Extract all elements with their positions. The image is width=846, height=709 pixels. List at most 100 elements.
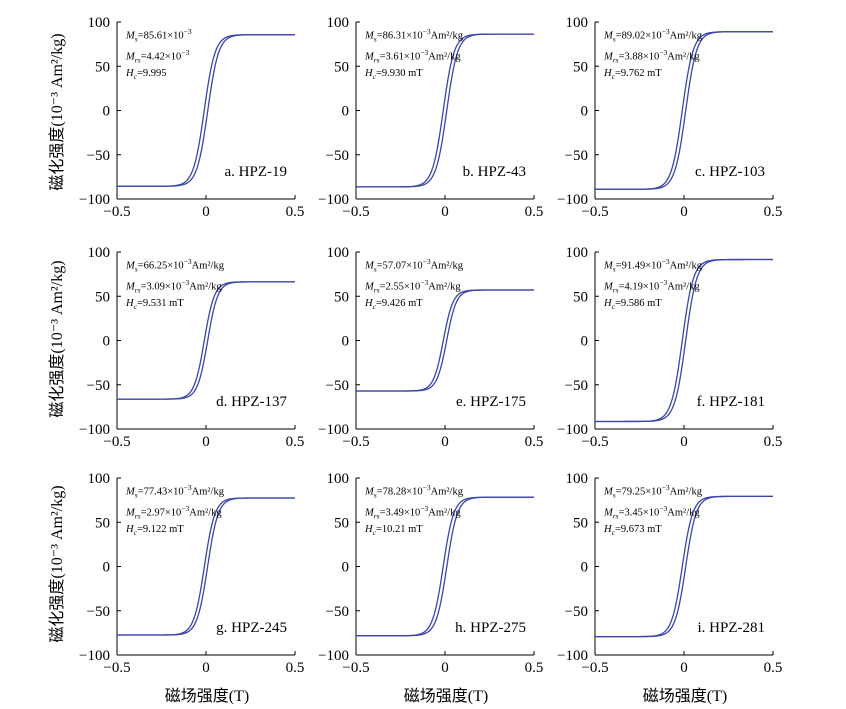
panel-7-y-tick-label: −50: [87, 604, 110, 620]
panel-5-hc-text: Hc=9.426 mT: [365, 298, 423, 312]
panel-8-ascending-branch: [356, 496, 534, 637]
panel-4-hc-text: Hc=9.531 mT: [126, 298, 184, 312]
panel-3-y-tick-label: 50: [573, 59, 588, 75]
panel-6-y-tick-label: 50: [573, 289, 588, 305]
panel-1-x-tick-label: 0: [202, 204, 210, 220]
panel-4-x-tick-label: −0.5: [103, 434, 130, 450]
x-axis-label-col-1: 磁场强度(T): [164, 688, 250, 705]
panel-7-y-tick-label: −100: [79, 648, 110, 664]
panel-1-ms-text: Ms=85.61×10−3: [126, 27, 192, 44]
panel-8-x-tick-label: −0.5: [342, 660, 369, 676]
panel-1-x-tick-label: 0.5: [286, 204, 305, 220]
panel-7-mrs-text: Mrs=2.97×10−3Am²/kg: [126, 504, 222, 521]
panel-8-y-tick-label: −100: [318, 648, 349, 664]
panel-2-ms-text: Ms=86.31×10−3Am²/kg: [365, 27, 463, 44]
panel-9-ascending-branch: [595, 495, 773, 638]
y-axis-label-row-3: 磁化强度(10⁻³ Am²/kg): [49, 485, 66, 643]
panel-6-ascending-branch: [595, 258, 773, 423]
panel-6-x-tick-label: −0.5: [581, 434, 608, 450]
panel-1-y-tick-label: 100: [88, 15, 111, 31]
panel-2-y-tick-label: 100: [327, 15, 350, 31]
panel-2-y-tick-label: −50: [326, 148, 349, 164]
panel-3-y-tick-label: 0: [581, 104, 589, 120]
panel-1-y-tick-label: −100: [79, 192, 110, 208]
panel-5-y-tick-label: 100: [327, 245, 350, 261]
panel-4-x-tick-label: 0: [202, 434, 210, 450]
panel-7-ascending-branch: [117, 497, 295, 636]
panel-6-y-tick-label: 100: [566, 245, 589, 261]
panel-8-x-tick-label: 0.5: [525, 660, 544, 676]
panel-4-label: d. HPZ-137: [216, 394, 287, 410]
panel-8-x-tick-label: 0: [441, 660, 449, 676]
panel-9-y-tick-label: −100: [557, 648, 588, 664]
panel-8-y-tick-label: −50: [326, 604, 349, 620]
panel-3-hc-text: Hc=9.762 mT: [604, 68, 662, 82]
panel-5-y-tick-label: 50: [334, 289, 349, 305]
panel-8-y-tick-label: 0: [342, 560, 350, 576]
panel-9-y-tick-label: 0: [581, 560, 589, 576]
panel-2-x-tick-label: 0: [441, 204, 449, 220]
panel-6-x-tick-label: 0: [680, 434, 688, 450]
panel-5-ms-text: Ms=57.07×10−3Am²/kg: [365, 257, 463, 274]
panel-5-ascending-branch: [356, 289, 534, 392]
panel-4-mrs-text: Mrs=3.09×10−3Am²/kg: [126, 278, 222, 295]
panel-8-label: h. HPZ-275: [455, 620, 526, 636]
y-axis-label-row-2: 磁化强度(10⁻³ Am²/kg): [49, 260, 66, 418]
panel-8-hc-text: Hc=10.21 mT: [365, 524, 423, 538]
panel-9-parameters: Ms=79.25×10−3Am²/kg Mrs=3.45×10−3Am²/kg Hc…: [604, 481, 702, 540]
panel-9-y-tick-label: 100: [566, 471, 589, 487]
panel-1-hc-text: Hc=9.995: [126, 68, 167, 82]
panel-5-mrs-text: Mrs=2.55×10−3Am²/kg: [365, 278, 461, 295]
panel-2-y-tick-label: 50: [334, 59, 349, 75]
panel-8-y-tick-label: 50: [334, 515, 349, 531]
panel-5-y-tick-label: −50: [326, 378, 349, 394]
panel-1-ascending-branch: [117, 34, 295, 187]
panel-4-y-tick-label: −100: [79, 422, 110, 438]
panel-9-y-tick-label: −50: [565, 604, 588, 620]
panel-2-x-tick-label: −0.5: [342, 204, 369, 220]
panel-7-hc-text: Hc=9.122 mT: [126, 524, 184, 538]
panel-7-ms-text: Ms=77.43×10−3Am²/kg: [126, 483, 224, 500]
panel-5-parameters: Ms=57.07×10−3Am²/kg Mrs=2.55×10−3Am²/kg Hc…: [365, 255, 463, 314]
panel-3-x-tick-label: 0.5: [764, 204, 783, 220]
panel-4-ms-text: Ms=66.25×10−3Am²/kg: [126, 257, 224, 274]
panel-1-mrs-text: Mrs=4.42×10−3: [126, 48, 190, 65]
panel-3-y-tick-label: 100: [566, 15, 589, 31]
panel-9-mrs-text: Mrs=3.45×10−3Am²/kg: [604, 504, 700, 521]
panel-6-y-tick-label: 0: [581, 334, 589, 350]
panel-3-label: c. HPZ-103: [695, 164, 765, 180]
panel-9-hc-text: Hc=9.673 mT: [604, 524, 662, 538]
panel-1-y-tick-label: 50: [95, 59, 110, 75]
panel-7-y-tick-label: 100: [88, 471, 111, 487]
panel-8-y-tick-label: 100: [327, 471, 350, 487]
panel-9-y-tick-label: 50: [573, 515, 588, 531]
panel-5-y-tick-label: −100: [318, 422, 349, 438]
panel-2-x-tick-label: 0.5: [525, 204, 544, 220]
panel-3-y-tick-label: −100: [557, 192, 588, 208]
panel-4-y-tick-label: 100: [88, 245, 111, 261]
panel-4-y-tick-label: −50: [87, 378, 110, 394]
panel-6-mrs-text: Mrs=4.19×10−3Am²/kg: [604, 278, 700, 295]
panel-4-x-tick-label: 0.5: [286, 434, 305, 450]
panel-3-x-tick-label: 0: [680, 204, 688, 220]
panel-9-x-tick-label: −0.5: [581, 660, 608, 676]
panel-3-ms-text: Ms=89.02×10−3Am²/kg: [604, 27, 702, 44]
panel-5-y-tick-label: 0: [342, 334, 350, 350]
panel-5-x-tick-label: −0.5: [342, 434, 369, 450]
panel-7-x-tick-label: 0.5: [286, 660, 305, 676]
panel-5-label: e. HPZ-175: [456, 394, 526, 410]
panel-5-x-tick-label: 0: [441, 434, 449, 450]
panel-1-y-tick-label: 0: [103, 104, 111, 120]
panel-8-ms-text: Ms=78.28×10−3Am²/kg: [365, 483, 463, 500]
panel-9-x-tick-label: 0.5: [764, 660, 783, 676]
panel-2-label: b. HPZ-43: [462, 164, 526, 180]
panel-7-x-tick-label: −0.5: [103, 660, 130, 676]
panel-2-parameters: Ms=86.31×10−3Am²/kg Mrs=3.61×10−3Am²/kg Hc…: [365, 25, 463, 84]
panel-3-x-tick-label: −0.5: [581, 204, 608, 220]
panel-2-hc-text: Hc=9.930 mT: [365, 68, 423, 82]
panel-4-parameters: Ms=66.25×10−3Am²/kg Mrs=3.09×10−3Am²/kg Hc…: [126, 255, 224, 314]
panel-2-mrs-text: Mrs=3.61×10−3Am²/kg: [365, 48, 461, 65]
panel-3-y-tick-label: −50: [565, 148, 588, 164]
